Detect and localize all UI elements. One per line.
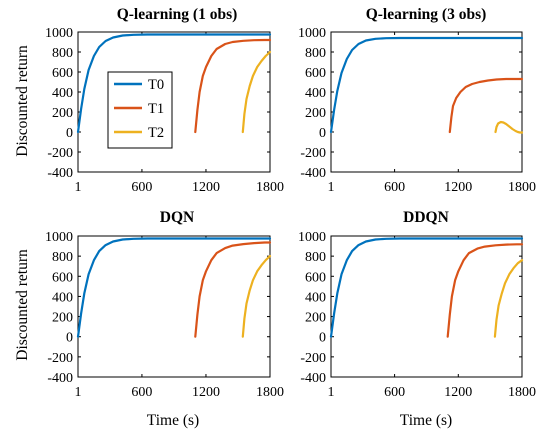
- x-tick-label: 1800: [508, 180, 536, 195]
- y-tick-label: -200: [300, 351, 326, 366]
- y-tick-label: 400: [305, 86, 326, 101]
- x-tick-label: 1800: [256, 385, 284, 400]
- chart-panel-ddqn: DDQN Time (s) -400 -200 0 200 400 600 800 1000 1…: [298, 209, 536, 429]
- y-axis-label: Discounted return: [14, 249, 31, 361]
- y-tick-label: 1000: [298, 230, 326, 245]
- series-lines: [329, 237, 524, 338]
- chart-panel-q-learning-1-obs: Q-learning (1 obs) Discounted return -40…: [14, 6, 284, 195]
- chart-title: Q-learning (1 obs): [117, 6, 238, 23]
- x-tick-label: 1200: [444, 180, 472, 195]
- x-tick-label: 1200: [444, 385, 472, 400]
- y-tick-label: 400: [52, 86, 73, 101]
- y-tick-label: 400: [52, 290, 73, 305]
- series-line-t0: [329, 237, 524, 338]
- y-tick-label: 1000: [45, 230, 73, 245]
- chart-panel-q-learning-3-obs: Q-learning (3 obs) -400 -200 0 200 400 600 800…: [298, 6, 536, 195]
- y-tick-label: 600: [52, 66, 73, 81]
- y-tick-label: 200: [305, 311, 326, 326]
- x-tick-label: 600: [131, 180, 152, 195]
- series-line-t2: [494, 120, 524, 134]
- x-tick-label: 1: [75, 385, 82, 400]
- series-line-t1: [446, 243, 524, 338]
- x-tick-label: 1800: [256, 180, 284, 195]
- chart-title: DQN: [160, 209, 194, 226]
- y-tick-label: 800: [305, 46, 326, 61]
- legend-label-t0: T0: [148, 77, 164, 93]
- y-tick-label: -200: [47, 351, 73, 366]
- legend-label-t1: T1: [148, 101, 164, 117]
- y-tick-label: -400: [300, 371, 326, 386]
- axes-box: [77, 235, 271, 378]
- x-tick-label: 600: [384, 180, 405, 195]
- chart-panel-dqn: DQN Discounted return Time (s) -400 -200 0…: [14, 209, 284, 429]
- y-tick-label: 200: [52, 106, 73, 121]
- x-tick-label: 1: [328, 385, 335, 400]
- y-tick-label: 0: [66, 126, 73, 141]
- series-line-t1: [448, 77, 524, 134]
- y-tick-label: 200: [52, 311, 73, 326]
- y-tick-label: -200: [47, 146, 73, 161]
- plot-area: -400 -200 0 200 400 600 800 1000 1 600 1200 1800: [45, 230, 284, 400]
- series-line-t0: [76, 33, 272, 134]
- y-tick-label: 0: [319, 126, 326, 141]
- y-tick-label: 600: [52, 270, 73, 285]
- x-axis-label: Time (s): [147, 412, 199, 429]
- series-line-t2: [493, 259, 524, 338]
- axes-box: [330, 31, 523, 173]
- y-tick-label: -200: [300, 146, 326, 161]
- y-tick-label: -400: [300, 166, 326, 181]
- x-tick-label: 600: [384, 385, 405, 400]
- x-axis-label: Time (s): [400, 412, 452, 429]
- y-tick-label: 1000: [298, 26, 326, 41]
- x-tick-label: 1800: [508, 385, 536, 400]
- chart-title: DDQN: [403, 209, 449, 226]
- y-tick-label: 400: [305, 290, 326, 305]
- x-tick-label: 1: [328, 180, 335, 195]
- series-line-t1: [194, 38, 272, 134]
- chart-title: Q-learning (3 obs): [366, 6, 487, 23]
- y-tick-label: 0: [66, 331, 73, 346]
- x-tick-label: 600: [131, 385, 152, 400]
- plot-area: -400 -200 0 200 400 600 800 1000 1 600 1200 1800: [45, 26, 284, 195]
- series-line-t0: [76, 237, 272, 338]
- y-tick-label: 600: [305, 66, 326, 81]
- series-lines: [76, 237, 272, 338]
- series-lines: [76, 33, 272, 134]
- x-tick-label: 1: [75, 180, 82, 195]
- y-tick-label: 600: [305, 270, 326, 285]
- y-axis-label: Discounted return: [14, 45, 31, 157]
- y-tick-label: 800: [305, 250, 326, 265]
- y-tick-label: -400: [47, 166, 73, 181]
- legend: T0 T1 T2: [107, 71, 173, 149]
- series-line-t1: [194, 241, 272, 338]
- series-line-t0: [329, 36, 524, 134]
- series-line-t2: [241, 255, 272, 338]
- y-tick-label: 800: [52, 250, 73, 265]
- y-tick-label: 1000: [45, 26, 73, 41]
- x-tick-label: 1200: [192, 385, 220, 400]
- y-tick-label: 0: [319, 331, 326, 346]
- x-tick-label: 1200: [192, 180, 220, 195]
- legend-label-t2: T2: [148, 125, 164, 141]
- axes-box: [77, 31, 271, 173]
- plot-area: -400 -200 0 200 400 600 800 1000 1 600 1200 1800: [298, 230, 536, 400]
- plot-area: -400 -200 0 200 400 600 800 1000 1 600 1200 1800: [298, 26, 536, 195]
- series-lines: [329, 36, 524, 134]
- y-tick-label: 800: [52, 46, 73, 61]
- axes-box: [330, 235, 523, 378]
- y-tick-label: 200: [305, 106, 326, 121]
- series-line-t2: [241, 50, 272, 134]
- y-tick-label: -400: [47, 371, 73, 386]
